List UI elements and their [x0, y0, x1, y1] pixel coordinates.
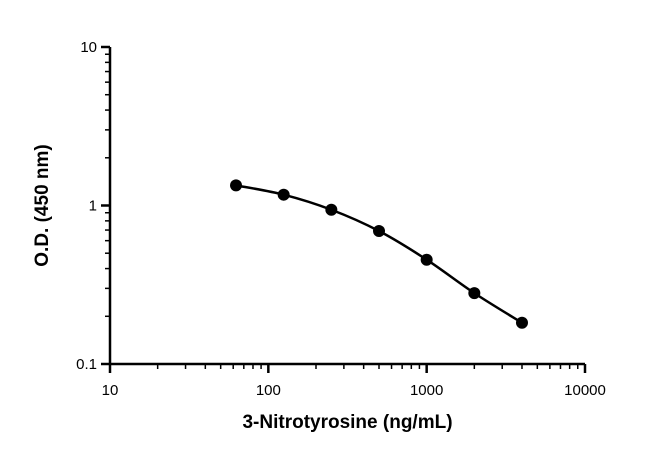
- y-axis-title: O.D. (450 nm): [32, 144, 53, 266]
- data-points: [230, 179, 528, 329]
- data-point: [277, 188, 290, 201]
- x-axis-title: 3-Nitrotyrosine (ng/mL): [242, 412, 452, 433]
- y-tick-label: 1: [89, 198, 97, 215]
- x-tick-label: 1000: [410, 382, 443, 399]
- x-tick-label: 10000: [564, 382, 606, 399]
- x-tick-label: 100: [256, 382, 281, 399]
- x-tick-label: 10: [102, 382, 119, 399]
- data-point: [420, 253, 433, 266]
- y-ticks: 0.1 1 10: [76, 39, 110, 373]
- data-point: [325, 203, 338, 216]
- data-point: [230, 179, 243, 192]
- y-tick-label: 0.1: [76, 356, 97, 373]
- data-point: [373, 225, 386, 238]
- data-point: [468, 287, 481, 300]
- x-ticks: 10 100 1000 10000: [102, 364, 606, 399]
- axes: 10 100 1000 10000 0.1 1 10: [76, 39, 606, 399]
- fit-curve: [235, 184, 523, 324]
- data-point: [515, 316, 528, 329]
- y-tick-label: 10: [80, 39, 97, 56]
